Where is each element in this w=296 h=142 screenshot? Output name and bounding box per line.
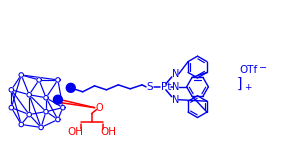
Polygon shape [37,78,41,82]
Polygon shape [19,73,23,77]
Polygon shape [56,78,60,82]
Polygon shape [9,105,14,110]
Text: Pt: Pt [161,82,171,92]
Text: OH: OH [100,127,116,137]
Polygon shape [61,105,65,110]
Polygon shape [54,95,62,104]
Text: N: N [172,95,179,105]
Polygon shape [27,92,31,97]
Text: O: O [96,103,103,113]
Text: N: N [172,69,179,79]
Text: OH: OH [68,127,84,137]
Polygon shape [27,112,31,117]
Polygon shape [39,125,43,130]
Polygon shape [9,87,14,92]
Text: ]: ] [237,77,243,91]
Polygon shape [56,117,60,122]
Text: −: − [259,63,267,73]
Text: N: N [172,82,179,92]
Text: OTf: OTf [239,65,257,75]
Text: +: + [244,83,252,92]
Polygon shape [19,122,23,127]
Polygon shape [66,83,75,92]
Polygon shape [44,95,48,100]
Text: S: S [147,82,153,92]
Polygon shape [44,109,48,114]
